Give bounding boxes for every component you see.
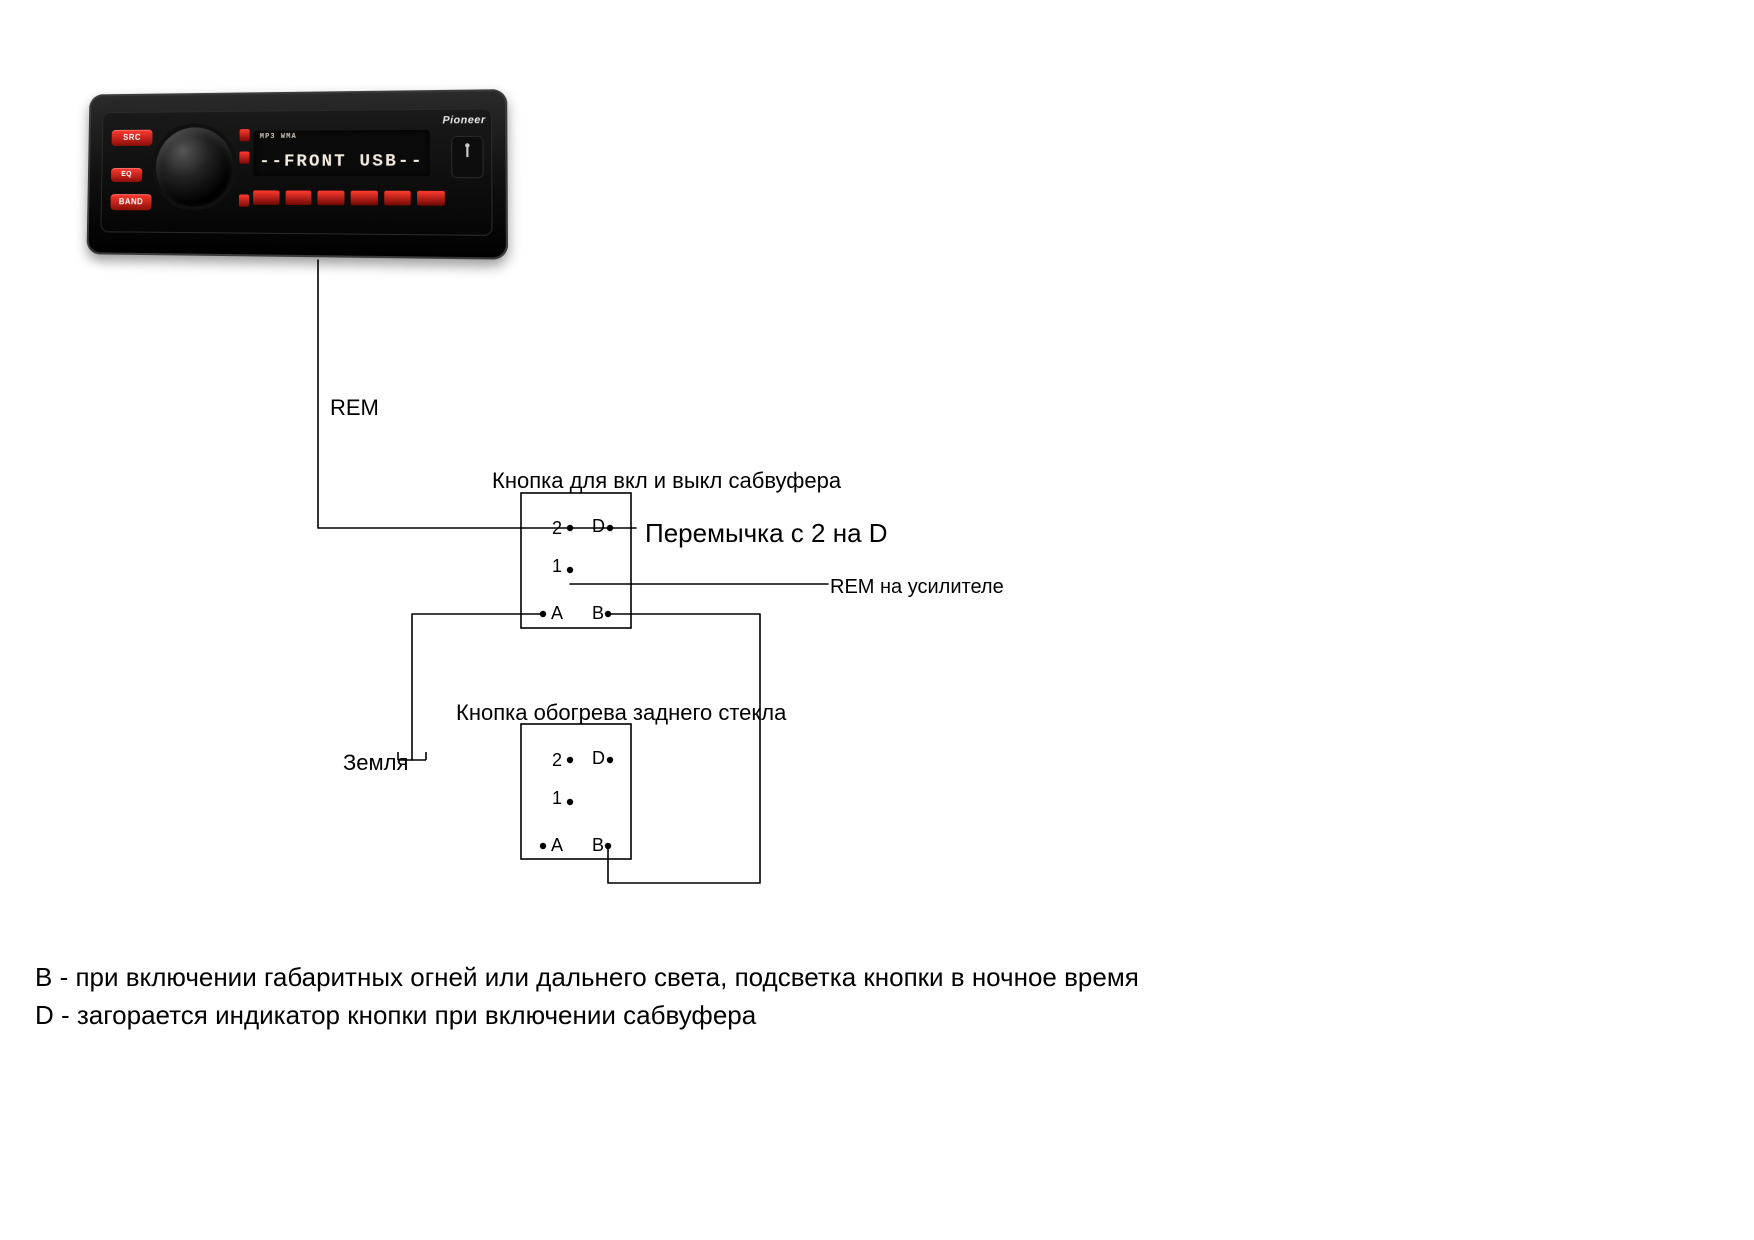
switch1-pin-D (607, 525, 613, 531)
preset-buttons (253, 190, 445, 205)
usb-port-icon (451, 136, 483, 178)
src-button: SRC (112, 130, 153, 146)
stereo-brand: Pioneer (442, 115, 485, 127)
switch2-pin-label-p1: 1 (552, 788, 562, 808)
switch2-pin-p1 (567, 799, 573, 805)
switch1-pin-label-B: B (592, 603, 604, 623)
wire-A-to-ground (412, 614, 543, 760)
label-ground: Земля (343, 750, 408, 776)
eq-button: EQ (111, 168, 142, 182)
switch2-pin-A (540, 843, 546, 849)
label-legend_d: D - загорается индикатор кнопки при вклю… (35, 1000, 756, 1031)
switch1-pin-label-p2: 2 (552, 518, 562, 538)
switch1-pin-label-D: D (592, 516, 605, 536)
label-rem: REM (330, 395, 379, 421)
switch2-pin-D (607, 757, 613, 763)
switch1-pin-p1 (567, 567, 573, 573)
switch1-pin-A (540, 611, 546, 617)
label-switch2_title: Кнопка обогрева заднего стекла (456, 700, 786, 726)
wire-B1-down-right-to-B2 (608, 614, 760, 883)
switch1-pin-B (605, 611, 611, 617)
switch2-pin-label-A: A (551, 835, 563, 855)
switch2-box (521, 724, 631, 859)
label-rem_amp: REM на усилителе (830, 576, 1004, 599)
stereo-display: MP3 WMA --FRONT USB-- (253, 130, 430, 176)
label-legend_b: B - при включении габаритных огней или д… (35, 962, 1139, 993)
switch2-pin-label-B: B (592, 835, 604, 855)
lcd-main-text: --FRONT USB-- (253, 152, 430, 172)
switch1-pin-label-p1: 1 (552, 556, 562, 576)
switch1-pin-p2 (567, 525, 573, 531)
lcd-top-text: MP3 WMA (260, 133, 297, 141)
switch2-pin-label-D: D (592, 748, 605, 768)
switch2-pin-B (605, 843, 611, 849)
switch1-box (521, 493, 631, 628)
label-jumper: Перемычка с 2 на D (645, 518, 888, 549)
switch2-pin-p2 (567, 757, 573, 763)
switch1-pin-label-A: A (551, 603, 563, 623)
switch2-pin-label-p2: 2 (552, 750, 562, 770)
car-stereo: Pioneer SRC EQ BAND MP3 WMA --FRONT USB-… (88, 94, 498, 254)
band-button: BAND (110, 194, 151, 210)
label-switch1_title: Кнопка для вкл и выкл сабвуфера (492, 468, 841, 494)
